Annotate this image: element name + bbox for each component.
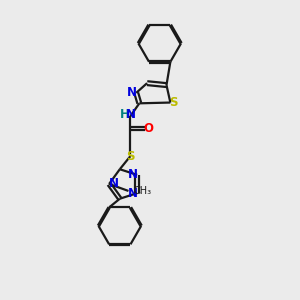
- Text: N: N: [125, 109, 135, 122]
- Text: CH₃: CH₃: [133, 186, 151, 196]
- Text: S: S: [169, 96, 178, 109]
- Text: H: H: [120, 109, 130, 122]
- Text: N: N: [128, 85, 137, 99]
- Text: S: S: [126, 150, 135, 163]
- Text: N: N: [109, 178, 119, 190]
- Text: O: O: [144, 122, 154, 135]
- Text: N: N: [128, 168, 137, 181]
- Text: N: N: [128, 188, 137, 200]
